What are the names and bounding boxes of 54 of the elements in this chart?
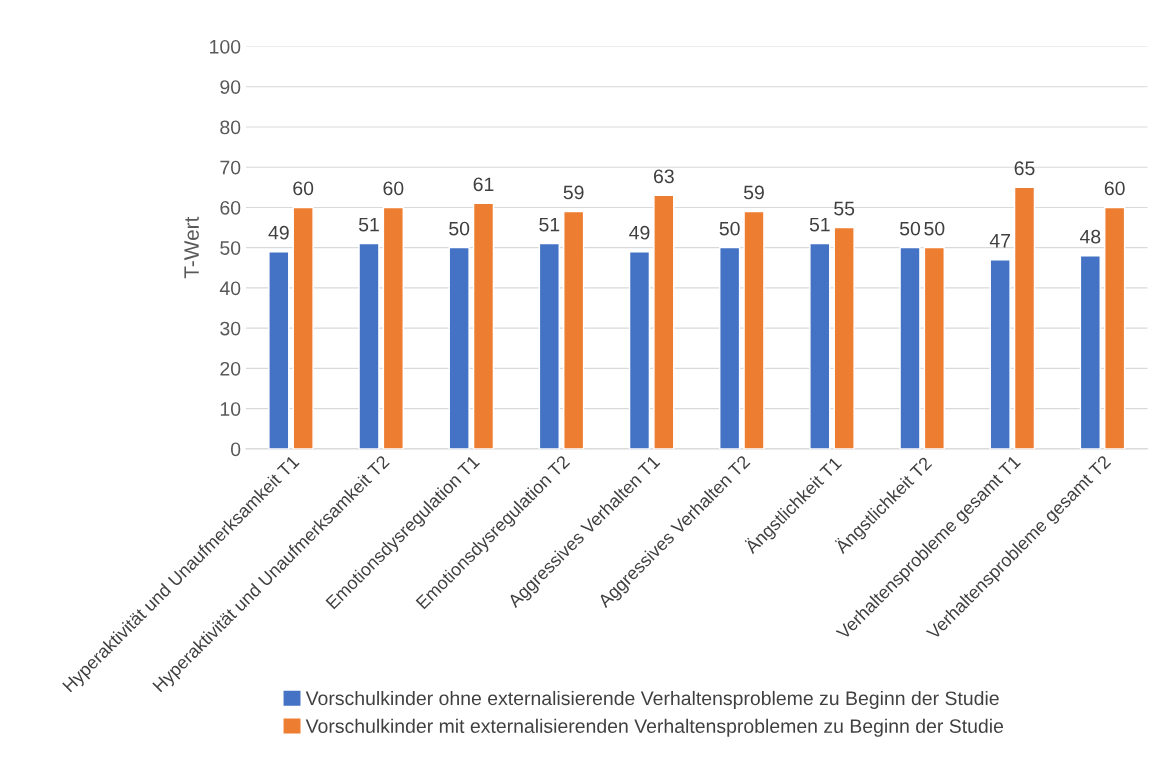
y-axis-title: T-Wert [184,216,199,279]
bar [923,246,945,449]
legend-label: Vorschulkinder mit externalisierenden Verhaltensproblemen zu Beginn der Studie [305,718,1004,737]
bar [358,242,380,449]
bar [653,194,675,449]
y-tick-label: 60 [220,200,241,215]
bar [538,242,560,449]
bar [1104,206,1126,449]
bar [833,226,855,449]
data-label: 60 [1104,181,1125,196]
bar [1079,255,1101,449]
data-label: 51 [539,217,560,232]
bar [268,251,290,449]
legend-label: Vorschulkinder ohne externalisierende Verhaltensprobleme zu Beginn der Studie [305,690,999,710]
data-label: 59 [563,185,584,200]
bar [989,259,1011,449]
data-label: 51 [809,217,830,232]
data-label: 51 [358,217,379,232]
y-tick-label: 0 [231,442,241,457]
y-tick-label: 80 [220,120,241,135]
data-label: 60 [293,181,314,196]
data-label: 49 [629,225,650,240]
data-label: 59 [743,185,764,200]
data-label: 60 [383,181,404,196]
bar [719,246,741,449]
data-label: 50 [449,221,470,236]
bar [809,242,831,449]
data-label: 50 [719,221,740,236]
data-label: 63 [654,169,674,184]
bar [292,206,314,449]
data-label: 49 [268,225,289,240]
bar [1013,186,1036,449]
y-tick-label: 70 [220,160,241,175]
y-tick-label: 50 [220,241,241,255]
bar [628,251,651,449]
data-label: 47 [989,234,1010,248]
data-label: 50 [899,221,921,236]
data-label: 65 [1014,161,1035,176]
data-label: 55 [834,201,855,216]
y-tick-label: 20 [220,361,241,376]
bar [743,210,765,449]
y-tick-label: 100 [210,39,241,54]
bar [899,246,921,449]
data-label: 48 [1079,229,1101,244]
y-tick-label: 30 [220,321,241,336]
data-label: 50 [924,221,945,236]
bar [382,206,404,449]
y-tick-label: 40 [219,281,241,296]
bar [563,210,585,449]
bar [472,202,495,449]
bar [448,246,470,449]
data-label: 61 [473,177,494,192]
y-tick-label: 10 [220,402,241,416]
y-tick-label: 90 [220,80,241,94]
